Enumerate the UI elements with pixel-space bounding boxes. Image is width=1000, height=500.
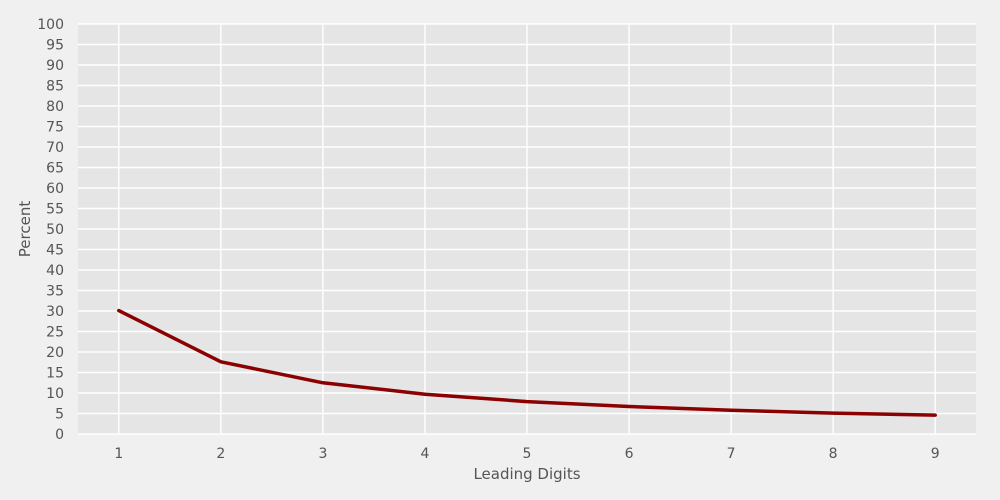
x-tick-label: 3: [318, 446, 327, 462]
x-tick-label: 6: [625, 446, 634, 462]
y-tick-label: 100: [37, 17, 64, 33]
x-tick-label: 7: [727, 446, 736, 462]
y-tick-label: 20: [46, 345, 64, 361]
x-tick-label: 8: [829, 446, 838, 462]
y-axis-label: Percent: [16, 201, 34, 258]
x-tick-label: 2: [216, 446, 225, 462]
y-tick-label: 80: [46, 99, 64, 115]
series-line-0: [117, 308, 937, 417]
y-tick-label: 50: [46, 222, 64, 238]
y-tick-label: 55: [46, 202, 64, 218]
y-tick-label: 5: [55, 407, 64, 423]
y-tick-label: 15: [46, 366, 64, 382]
y-tick-label: 10: [46, 386, 64, 402]
x-tick-label: 9: [931, 446, 940, 462]
y-tick-label: 70: [46, 140, 64, 156]
x-tick-label: 5: [523, 446, 532, 462]
x-axis-ticks: 1 2 3 4 5 6 7 8 9: [114, 446, 939, 462]
x-tick-label: 4: [420, 446, 429, 462]
y-tick-label: 30: [46, 304, 64, 320]
y-tick-label: 45: [46, 243, 64, 259]
y-tick-label: 95: [46, 38, 64, 54]
series-layer: [117, 308, 937, 417]
y-tick-label: 75: [46, 120, 64, 136]
y-tick-label: 85: [46, 79, 64, 95]
y-tick-label: 25: [46, 325, 64, 341]
y-tick-label: 0: [55, 427, 64, 443]
y-tick-label: 65: [46, 161, 64, 177]
y-axis-ticks: 0 5 10 15 20 25 30 35 40 45 50 55 60 65 70 75 80 85 90 95 10…: [37, 17, 64, 443]
grid-lines: [78, 23, 976, 435]
x-axis-label: Leading Digits: [473, 465, 580, 483]
x-tick-label: 1: [114, 446, 123, 462]
y-tick-label: 35: [46, 284, 64, 300]
y-tick-label: 40: [46, 263, 64, 279]
y-tick-label: 90: [46, 58, 64, 74]
y-tick-label: 60: [46, 181, 64, 197]
